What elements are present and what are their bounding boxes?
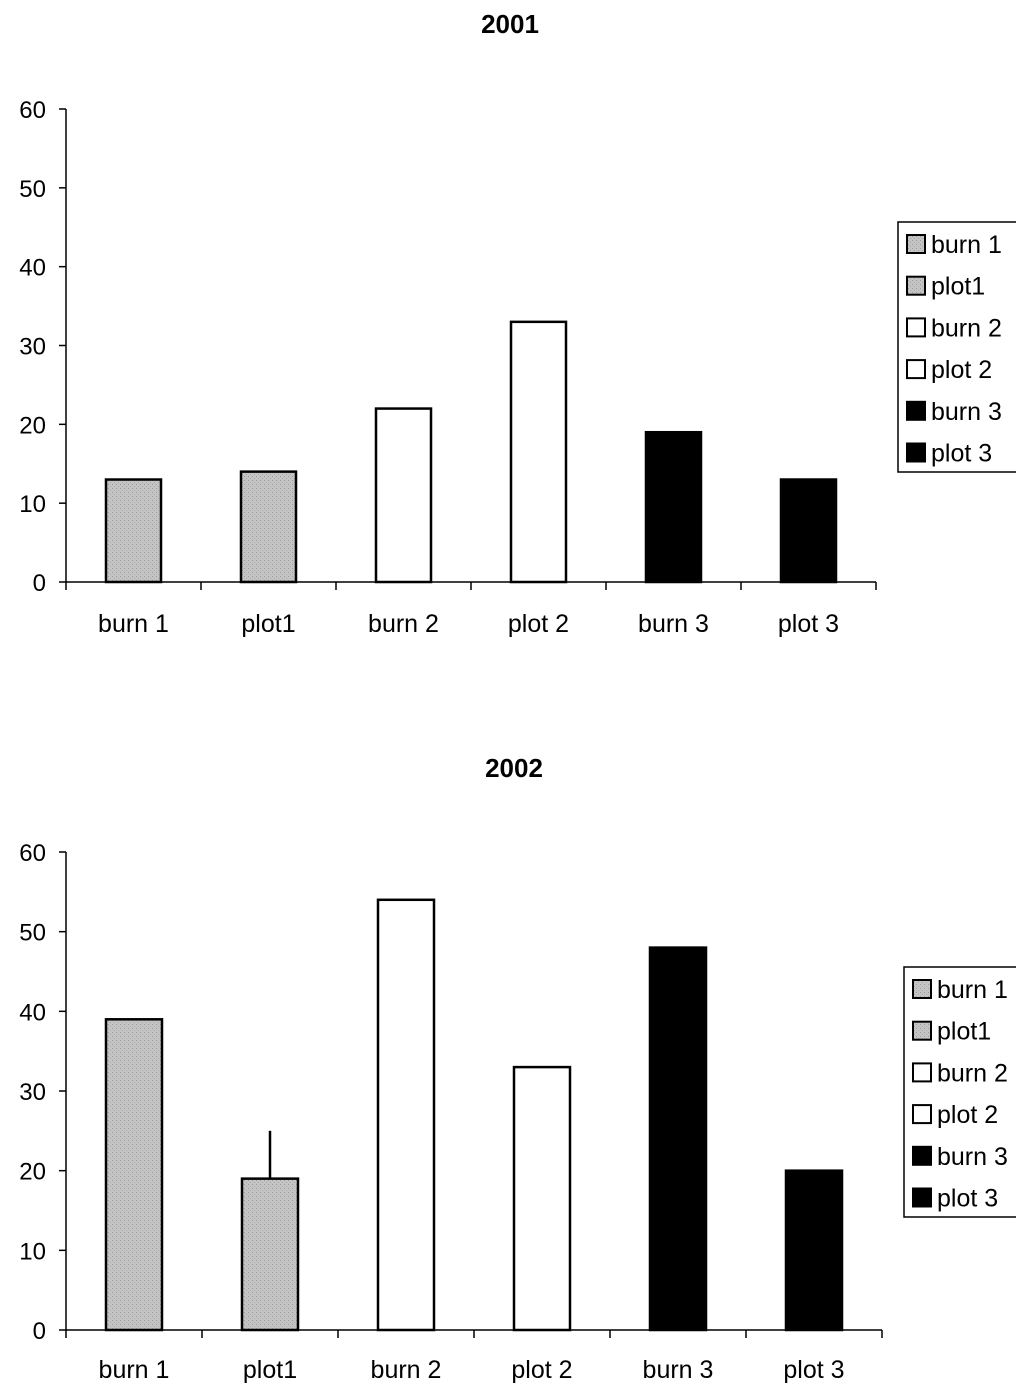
bar-burn-2 bbox=[374, 407, 433, 584]
legend-swatch bbox=[906, 275, 926, 296]
y-tick-label: 50 bbox=[19, 920, 46, 947]
legend-swatch bbox=[906, 359, 926, 380]
y-tick-label: 30 bbox=[19, 1079, 46, 1106]
bar-burn-1 bbox=[104, 478, 163, 584]
bar-plot1 bbox=[239, 470, 298, 584]
bar-plot-3 bbox=[784, 1169, 844, 1332]
legend-swatch bbox=[912, 979, 932, 999]
legend-swatch bbox=[912, 1145, 932, 1166]
legend: burn 1 plot1 burn 2 plot 2 burn 3 plot 3 bbox=[903, 966, 1016, 1218]
legend-swatch bbox=[912, 1020, 932, 1041]
legend-label: plot1 bbox=[937, 1018, 991, 1046]
y-tick-label: 40 bbox=[19, 255, 46, 282]
legend-label: plot 3 bbox=[937, 1185, 998, 1213]
legend-label: burn 2 bbox=[931, 314, 1002, 342]
x-tick-label: plot1 bbox=[241, 610, 295, 638]
plot-area: 0 10 20 30 40 50 60 burn 1 plot1 burn 2 plot 2 burn… bbox=[19, 840, 883, 1384]
x-tick-label: burn 1 bbox=[98, 610, 169, 638]
y-tick-label: 0 bbox=[33, 570, 46, 597]
y-tick-label: 60 bbox=[19, 97, 46, 124]
legend-box bbox=[903, 966, 1016, 1218]
legend-label: burn 1 bbox=[937, 976, 1008, 1004]
bar-burn-3 bbox=[648, 946, 708, 1332]
legend-label: plot 2 bbox=[937, 1101, 998, 1129]
y-tick-label: 0 bbox=[33, 1318, 46, 1345]
legend-label: burn 1 bbox=[931, 231, 1002, 259]
legend-label: burn 2 bbox=[937, 1059, 1008, 1087]
chart-title: 2001 bbox=[481, 9, 539, 39]
legend-label: plot1 bbox=[931, 273, 985, 301]
legend-swatch bbox=[912, 1187, 932, 1208]
x-tick-label: burn 3 bbox=[638, 610, 709, 638]
y-tick-label: 10 bbox=[19, 491, 46, 518]
x-tick-label: burn 1 bbox=[99, 1356, 170, 1384]
y-tick-label: 40 bbox=[19, 999, 46, 1026]
y-tick-label: 60 bbox=[19, 840, 46, 867]
bar-plot-2 bbox=[509, 320, 568, 584]
x-tick-label: plot 2 bbox=[508, 610, 569, 638]
chart-2002: 2002 0 10 20 30 40 50 60 burn 1 plot1 burn 2 plot … bbox=[19, 753, 1016, 1384]
x-tick-label: plot1 bbox=[243, 1356, 297, 1384]
plot-area: 0 10 20 30 40 50 60 burn 1 plot1 burn 2 plot 2 burn… bbox=[19, 97, 877, 638]
legend-swatch bbox=[912, 1062, 932, 1083]
x-tick-label: burn 3 bbox=[643, 1356, 714, 1384]
bar-burn-3 bbox=[644, 430, 703, 584]
chart-title: 2002 bbox=[485, 753, 543, 783]
bar-burn-1 bbox=[104, 1018, 164, 1332]
y-tick-label: 10 bbox=[19, 1238, 46, 1265]
y-tick-label: 50 bbox=[19, 176, 46, 203]
chart-2001: 2001 0 10 20 30 40 50 60 burn 1 plot1 burn 2 plot … bbox=[19, 9, 1016, 638]
legend-label: plot 2 bbox=[931, 356, 992, 384]
legend-swatch bbox=[912, 1104, 932, 1125]
x-tick-label: plot 2 bbox=[511, 1356, 572, 1384]
legend: burn 1 plot1 burn 2 plot 2 burn 3 plot 3 bbox=[897, 221, 1016, 473]
y-tick-label: 20 bbox=[19, 412, 46, 439]
legend-label: burn 3 bbox=[937, 1143, 1008, 1171]
x-tick-label: plot 3 bbox=[783, 1356, 844, 1384]
legend-swatch bbox=[906, 234, 926, 254]
bar-burn-2 bbox=[376, 898, 436, 1332]
bar-plot-2 bbox=[512, 1065, 572, 1332]
y-tick-label: 20 bbox=[19, 1159, 46, 1186]
legend-swatch bbox=[906, 400, 926, 421]
legend-box bbox=[897, 221, 1016, 473]
x-tick-label: burn 2 bbox=[371, 1356, 442, 1384]
legend-label: burn 3 bbox=[931, 398, 1002, 426]
legend-label: plot 3 bbox=[931, 440, 992, 468]
y-tick-label: 30 bbox=[19, 334, 46, 361]
x-tick-label: burn 2 bbox=[368, 610, 439, 638]
x-tick-label: plot 3 bbox=[778, 610, 839, 638]
bar-plot-3 bbox=[779, 478, 838, 584]
legend-swatch bbox=[906, 317, 926, 338]
bar-plot1 bbox=[240, 1177, 300, 1332]
legend-swatch bbox=[906, 442, 926, 463]
